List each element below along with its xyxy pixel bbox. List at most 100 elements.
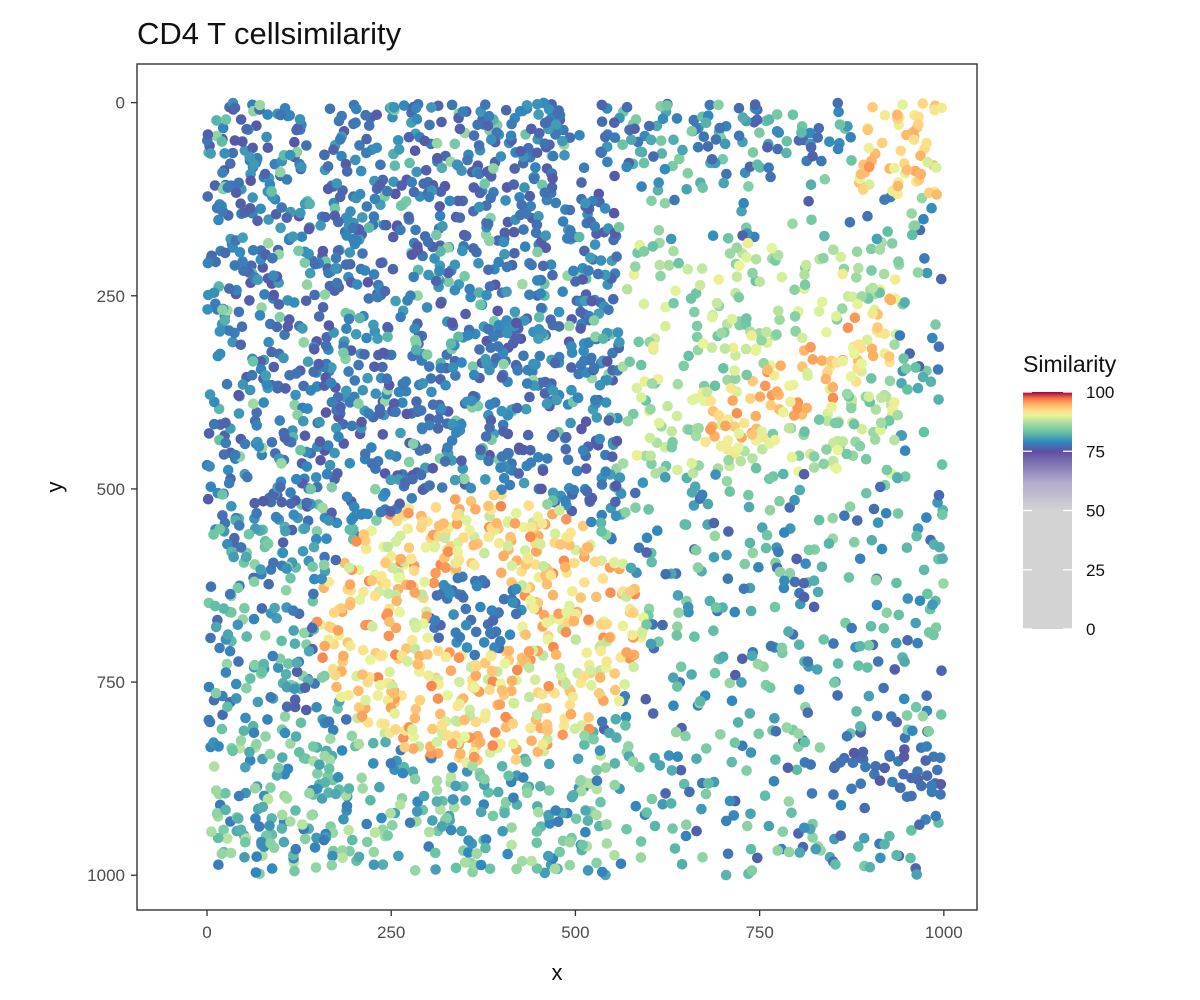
data-point: [473, 258, 484, 269]
data-point: [263, 214, 274, 225]
data-point: [412, 404, 424, 415]
data-point: [224, 588, 236, 600]
data-point: [244, 151, 255, 163]
data-point: [392, 135, 404, 146]
data-point: [846, 155, 857, 166]
data-point: [688, 500, 700, 511]
data-point: [872, 322, 883, 333]
data-point: [794, 484, 806, 496]
data-point: [275, 166, 286, 178]
data-point: [422, 632, 434, 643]
data-point: [508, 792, 519, 804]
data-point: [248, 613, 260, 625]
data-point: [892, 109, 903, 120]
data-point: [250, 867, 262, 878]
data-point: [901, 164, 913, 176]
data-point: [522, 787, 533, 799]
data-point: [431, 775, 443, 787]
data-point: [737, 112, 749, 123]
data-point: [668, 298, 679, 309]
data-point: [604, 632, 615, 643]
data-point: [372, 291, 384, 303]
data-point: [633, 336, 644, 348]
data-point: [641, 532, 653, 544]
data-point: [403, 507, 414, 519]
data-point: [609, 758, 621, 769]
data-point: [268, 361, 280, 373]
data-point: [510, 608, 522, 620]
data-point: [298, 415, 309, 427]
data-point: [518, 521, 529, 533]
data-point: [540, 230, 552, 241]
data-point: [400, 476, 411, 488]
data-point: [892, 409, 904, 421]
data-point: [430, 567, 441, 579]
data-point: [535, 538, 546, 550]
data-point: [539, 867, 551, 879]
data-point: [566, 362, 577, 373]
data-point: [258, 496, 269, 507]
data-point: [393, 572, 405, 583]
data-point: [691, 753, 702, 765]
data-point: [930, 810, 942, 822]
data-point: [377, 429, 389, 440]
data-point: [277, 752, 288, 763]
data-point: [233, 306, 245, 318]
data-point: [319, 640, 331, 652]
data-point: [290, 389, 301, 401]
data-point: [384, 449, 396, 460]
data-point: [917, 371, 929, 383]
data-point: [887, 776, 898, 788]
data-point: [454, 123, 466, 135]
data-point: [915, 150, 926, 161]
data-point: [449, 259, 461, 271]
data-point: [914, 819, 925, 830]
data-point: [635, 852, 647, 863]
data-point: [310, 472, 322, 483]
data-point: [672, 751, 683, 762]
data-point: [447, 762, 458, 773]
data-point: [640, 693, 652, 705]
data-point: [393, 144, 405, 155]
data-point: [235, 198, 246, 209]
data-point: [483, 531, 495, 543]
data-point: [816, 355, 828, 367]
data-point: [852, 299, 863, 310]
data-point: [609, 557, 620, 568]
data-point: [445, 665, 457, 676]
data-point: [866, 265, 877, 276]
data-point: [210, 621, 222, 633]
data-point: [543, 681, 554, 692]
data-point: [302, 403, 313, 414]
data-point: [220, 437, 232, 449]
data-point: [309, 842, 321, 853]
data-point: [852, 515, 863, 526]
data-point: [863, 690, 875, 702]
data-point: [560, 679, 572, 690]
data-point: [333, 431, 344, 443]
data-point: [332, 625, 344, 636]
data-point: [689, 631, 700, 642]
data-point: [655, 135, 667, 146]
data-point: [224, 645, 236, 657]
data-point: [544, 818, 556, 829]
data-point: [467, 760, 478, 772]
data-point: [336, 150, 347, 162]
data-point: [867, 308, 878, 319]
x-axis: 0 250 500 750 1000: [202, 910, 963, 942]
data-point: [260, 630, 271, 641]
data-point: [458, 532, 469, 543]
data-point: [746, 865, 758, 876]
data-point: [510, 583, 522, 595]
data-point: [511, 402, 523, 414]
data-point: [891, 577, 902, 589]
data-point: [641, 547, 652, 558]
data-point: [544, 758, 555, 770]
data-point: [445, 771, 457, 783]
data-point: [302, 356, 314, 368]
data-point: [475, 601, 486, 613]
data-point: [378, 347, 389, 359]
data-point: [580, 463, 592, 474]
data-point: [513, 442, 525, 454]
data-point: [337, 852, 348, 864]
